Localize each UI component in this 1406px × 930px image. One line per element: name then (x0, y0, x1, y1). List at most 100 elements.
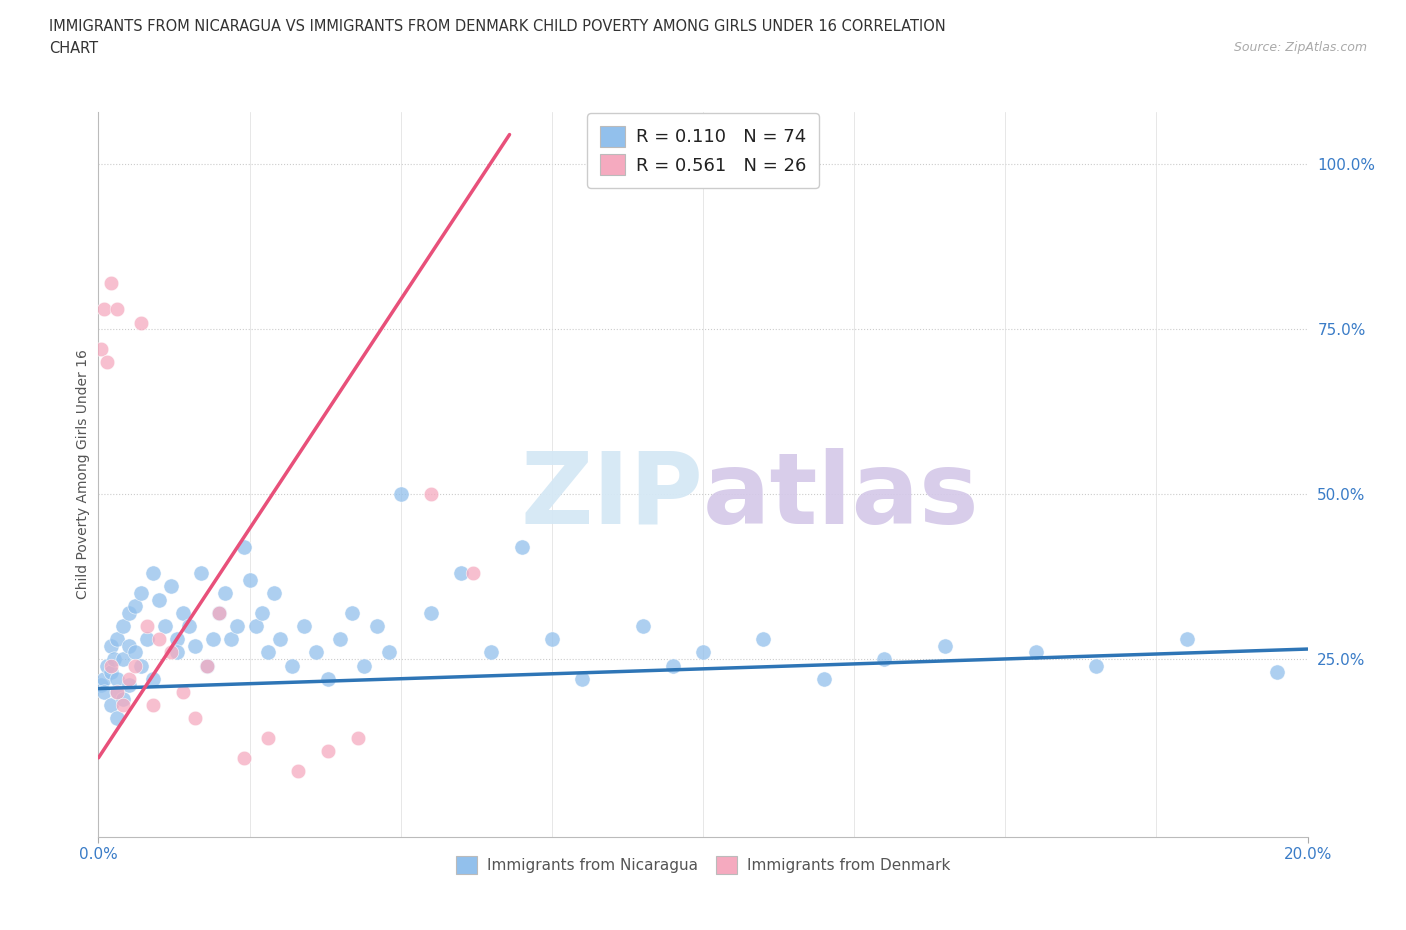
Point (631, 618, 654, 633)
Point (142, 565, 165, 580)
Point (179, 618, 201, 633)
Point (292, 618, 315, 633)
Point (342, 605, 364, 620)
Point (142, 671, 165, 686)
Point (184, 711, 207, 725)
Point (135, 631, 157, 646)
Point (752, 631, 775, 646)
Point (111, 652, 134, 667)
Point (813, 671, 835, 686)
Point (166, 631, 188, 646)
Point (160, 579, 183, 594)
Point (329, 631, 352, 646)
Point (571, 671, 593, 686)
Point (105, 684, 128, 699)
Point (160, 644, 183, 659)
Point (148, 592, 170, 607)
Point (389, 486, 412, 501)
Point (202, 631, 225, 646)
Point (195, 658, 218, 673)
Point (263, 586, 285, 601)
Text: IMMIGRANTS FROM NICARAGUA VS IMMIGRANTS FROM DENMARK CHILD POVERTY AMONG GIRLS U: IMMIGRANTS FROM NICARAGUA VS IMMIGRANTS … (49, 19, 946, 33)
Point (347, 731, 370, 746)
Point (239, 572, 262, 587)
Point (1267, 665, 1289, 680)
Y-axis label: Child Poverty Among Girls Under 16: Child Poverty Among Girls Under 16 (76, 350, 90, 599)
Point (124, 644, 146, 659)
Point (226, 618, 249, 633)
Point (420, 605, 443, 620)
Text: atlas: atlas (703, 447, 980, 545)
Point (232, 751, 254, 765)
Point (287, 764, 309, 778)
Point (353, 658, 375, 673)
Point (510, 539, 533, 554)
Text: Source: ZipAtlas.com: Source: ZipAtlas.com (1233, 41, 1367, 54)
Point (305, 644, 328, 659)
Point (481, 644, 503, 659)
Point (166, 644, 188, 659)
Point (100, 638, 122, 653)
Point (111, 618, 134, 633)
Point (245, 618, 267, 633)
Text: ZIP: ZIP (520, 447, 703, 545)
Point (172, 605, 194, 620)
Point (1024, 644, 1046, 659)
Point (1175, 631, 1198, 646)
Point (100, 275, 122, 290)
Point (661, 658, 683, 673)
Point (184, 638, 207, 653)
Text: CHART: CHART (49, 41, 98, 56)
Point (316, 744, 339, 759)
Point (111, 691, 134, 706)
Point (96, 354, 118, 369)
Point (208, 605, 231, 620)
Point (124, 599, 146, 614)
Point (129, 658, 152, 673)
Point (256, 644, 278, 659)
Point (420, 486, 443, 501)
Point (105, 302, 128, 317)
Point (377, 644, 399, 659)
Point (96, 658, 118, 673)
Point (100, 665, 122, 680)
Point (256, 731, 278, 746)
Point (93, 302, 115, 317)
Point (142, 698, 165, 712)
Point (221, 631, 243, 646)
Point (129, 315, 152, 330)
Point (269, 631, 291, 646)
Point (214, 586, 236, 601)
Point (316, 671, 339, 686)
Point (93, 671, 115, 686)
Point (873, 652, 896, 667)
Point (105, 711, 128, 725)
Point (281, 658, 304, 673)
Point (250, 605, 273, 620)
Point (692, 644, 714, 659)
Point (118, 671, 141, 686)
Point (934, 638, 956, 653)
Point (100, 658, 122, 673)
Point (111, 698, 134, 712)
Point (1085, 658, 1108, 673)
Legend: Immigrants from Nicaragua, Immigrants from Denmark: Immigrants from Nicaragua, Immigrants fr… (450, 850, 956, 880)
Point (208, 605, 231, 620)
Point (93, 684, 115, 699)
Point (366, 618, 388, 633)
Point (195, 658, 218, 673)
Point (129, 586, 152, 601)
Point (118, 605, 141, 620)
Point (100, 698, 122, 712)
Point (450, 565, 472, 580)
Point (118, 678, 141, 693)
Point (190, 565, 212, 580)
Point (90, 341, 112, 356)
Point (153, 618, 176, 633)
Point (105, 684, 128, 699)
Point (148, 631, 170, 646)
Point (103, 652, 125, 667)
Point (172, 684, 194, 699)
Point (540, 631, 562, 646)
Point (105, 671, 128, 686)
